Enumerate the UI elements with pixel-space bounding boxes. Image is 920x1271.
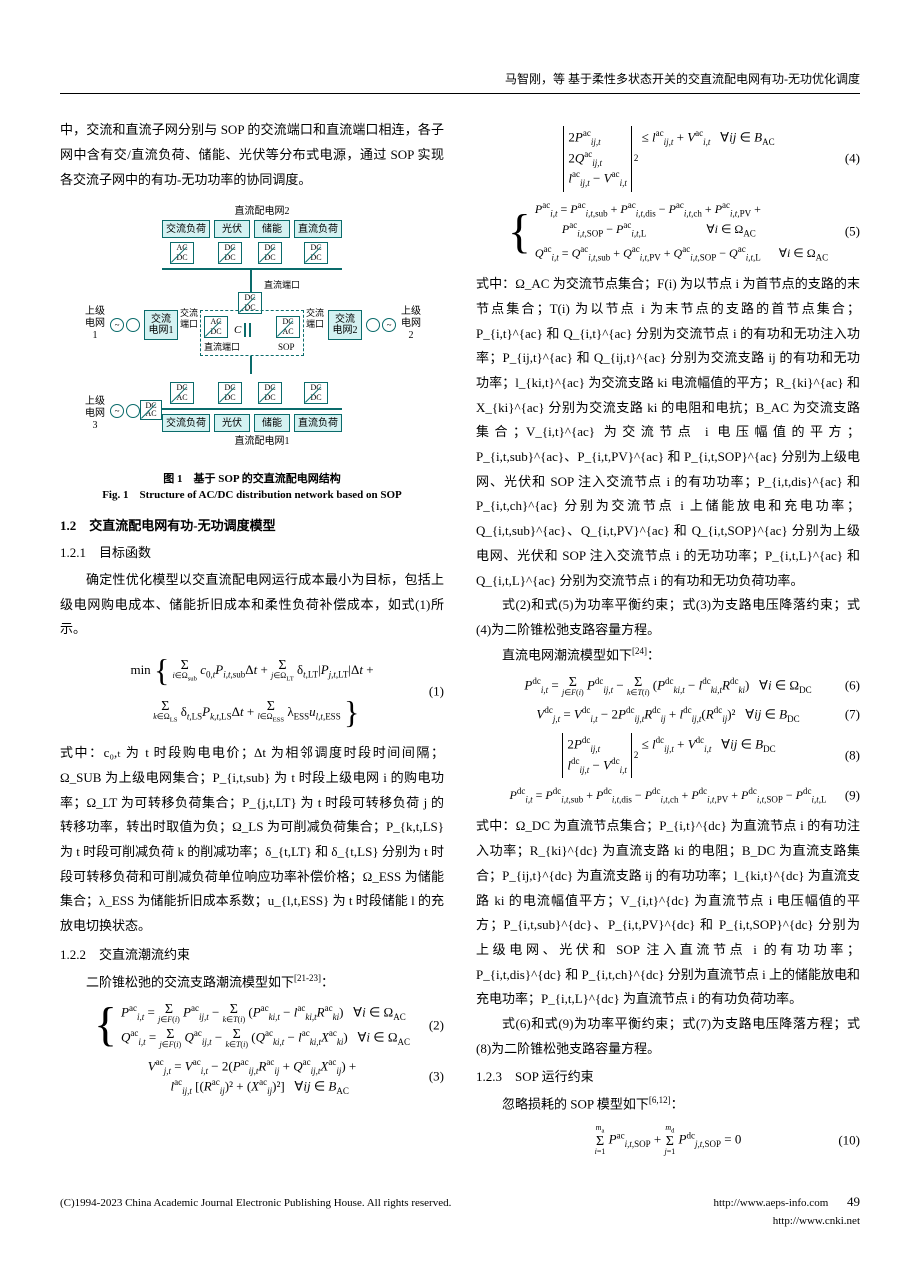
left-column: 中，交流和直流子网分别与 SOP 的交流端口和直流端口相连，各子网中含有交/直流… — [60, 118, 444, 1164]
sop-cap-bar-2 — [249, 323, 251, 337]
two-column-layout: 中，交流和直流子网分别与 SOP 的交流端口和直流端口相连，各子网中含有交/直流… — [60, 118, 860, 1164]
ref-24: [24] — [632, 646, 647, 656]
equation-2: { Paci,t = Σj∈F(i) Pacij,t − Σk∈T(i) (Pa… — [60, 1003, 444, 1049]
bus-top — [162, 268, 342, 270]
conv-bottom-feed: DCAC — [140, 400, 162, 420]
box-dc-load-top: 直流负荷 — [294, 220, 342, 238]
right-column: 2Pacij,t 2Qacij,t lacij,t − Vaci,t 2 ≤ l… — [476, 118, 860, 1164]
eq3-number: (3) — [429, 1069, 444, 1086]
drop-bottom — [250, 356, 252, 374]
eq5-number: (5) — [845, 224, 860, 241]
intro-paragraph: 中，交流和直流子网分别与 SOP 的交流端口和直流端口相连，各子网中含有交/直流… — [60, 118, 444, 192]
sop-acdc-l: ACDC — [204, 316, 228, 338]
gen-bottom-icon: ~ — [110, 404, 124, 418]
dashed-note: 直流端口 — [204, 342, 240, 353]
box-ess-top: 储能 — [254, 220, 290, 238]
box-dc-load-b: 直流负荷 — [294, 414, 342, 432]
conv-dcdc-3: DCDC — [304, 242, 328, 264]
ac-grid-2: 交流 电网2 — [328, 310, 362, 340]
para-after-eq9: 式中：Ω_DC 为直流节点集合；P_{i,t}^{dc} 为直流节点 i 的有功… — [476, 814, 860, 1012]
para-1-2-3: 忽略损耗的 SOP 模型如下[6,12]： — [476, 1092, 860, 1117]
ac-port-label-r: 交流 端口 — [306, 308, 324, 330]
para-eq25-summary: 式(2)和式(5)为功率平衡约束；式(3)为支路电压降落约束；式(4)为二阶锥松… — [476, 593, 860, 642]
gen-left-icon: ~ — [110, 318, 124, 332]
section-1-2-3: 1.2.3 SOP 运行约束 — [476, 1067, 860, 1088]
section-1-2-2: 1.2.2 交直流潮流约束 — [60, 945, 444, 966]
conv-b-2: DCDC — [218, 382, 242, 404]
header-rule — [60, 93, 860, 94]
equation-10: maΣi=1 Paci,t,SOP + mdΣj=1 Pdcj,t,SOP = … — [476, 1125, 860, 1156]
xfmr-right-icon — [366, 318, 380, 332]
fig1-caption-cn: 图 1 基于 SOP 的交直流配电网结构 — [82, 472, 422, 487]
eq9-number: (9) — [845, 788, 860, 805]
equation-3: Vacj,t = Vaci,t − 2(Pacij,tRacij + Qacij… — [60, 1057, 444, 1098]
para-1-2-1: 确定性优化模型以交直流配电网运行成本最小为目标，包括上级电网购电成本、储能折旧成… — [60, 568, 444, 642]
eq1-number: (1) — [429, 683, 444, 700]
equation-7: Vdcj,t = Vdci,t − 2Pdcij,tRdcij + ldcij,… — [476, 705, 860, 726]
footer-cnki: http://www.cnki.net — [773, 1215, 860, 1227]
top-group-label: 直流配电网2 — [202, 206, 322, 218]
figure-1-caption: 图 1 基于 SOP 的交直流配电网结构 Fig. 1 Structure of… — [82, 472, 422, 503]
equation-9: Pdci,t = Pdci,t,sub + Pdci,t,dis − Pdci,… — [476, 786, 860, 806]
ref-21-23: [21-23] — [294, 973, 321, 983]
figure-1-diagram: 直流配电网2 交流负荷 光伏 储能 直流负荷 ACDC DCDC DCDC — [82, 206, 422, 466]
ref-6-12: [6,12] — [649, 1095, 671, 1105]
side-left-label: 上级 电网 1 — [82, 306, 108, 342]
fig1-caption-en: Fig. 1 Structure of AC/DC distribution n… — [82, 488, 422, 503]
conv-b-1: DCAC — [170, 382, 194, 404]
conv-dcdc-2: DCDC — [258, 242, 282, 264]
side-right-label: 上级 电网 2 — [398, 306, 424, 342]
eq6-number: (6) — [845, 678, 860, 695]
sop-dcac-r: DCAC — [276, 316, 300, 338]
section-1-2-1: 1.2.1 目标函数 — [60, 543, 444, 564]
equation-4: 2Pacij,t 2Qacij,t lacij,t − Vaci,t 2 ≤ l… — [476, 126, 860, 192]
para-after-eq5: 式中：Ω_AC 为交流节点集合；F(i) 为以节点 i 为首节点的支路的末节点集… — [476, 272, 860, 593]
conv-b-3: DCDC — [258, 382, 282, 404]
box-ac-load-b: 交流负荷 — [162, 414, 210, 432]
drop-top — [250, 268, 252, 292]
para-eq69: 式(6)和式(9)为功率平衡约束；式(7)为支路电压降落方程；式(8)为二阶锥松… — [476, 1012, 860, 1061]
box-pv-top: 光伏 — [214, 220, 250, 238]
eq8-number: (8) — [845, 747, 860, 764]
para-1-2-2: 二阶锥松弛的交流支路潮流模型如下[21-23]： — [60, 970, 444, 995]
section-1-2: 1.2 交直流配电网有功-无功调度模型 — [60, 516, 444, 537]
eq7-number: (7) — [845, 706, 860, 723]
conv-acdc-1: ACDC — [170, 242, 194, 264]
side-bottom-label: 上级 电网 3 — [82, 396, 108, 432]
equation-6: Pdci,t = Σj∈F(i) Pdcij,t − Σk∈T(i) (Pdck… — [476, 676, 860, 697]
equation-5: { Paci,t = Paci,t,sub + Paci,t,dis − Pac… — [476, 200, 860, 264]
xfmr-bottom-icon — [126, 404, 140, 418]
equation-1: min { Σi∈Ωsub c0,tPi,t,subΔt + Σj∈ΩLT δt… — [60, 650, 444, 733]
ac-port-label-l: 交流 端口 — [180, 308, 198, 330]
figure-1: 直流配电网2 交流负荷 光伏 储能 直流负荷 ACDC DCDC DCDC — [60, 206, 444, 504]
ac-grid-1: 交流 电网1 — [144, 310, 178, 340]
dc-port-label: 直流端口 — [264, 280, 300, 291]
bottom-group-label: 直流配电网1 — [202, 436, 322, 448]
sop-label: SOP — [278, 342, 295, 353]
eq2-number: (2) — [429, 1017, 444, 1034]
copyright-text: (C)1994-2023 China Academic Journal Elec… — [60, 1195, 451, 1213]
footer-url: http://www.aeps-info.com — [713, 1197, 828, 1209]
footer: (C)1994-2023 China Academic Journal Elec… — [60, 1192, 860, 1230]
box-ac-load-top: 交流负荷 — [162, 220, 210, 238]
bus-bottom — [162, 408, 342, 410]
para-1-2-1b: 式中：c₀,ₜ 为 t 时段购电电价；Δt 为相邻调度时段时间间隔；Ω_SUB … — [60, 741, 444, 939]
running-head: 马智刚，等 基于柔性多状态开关的交直流配电网有功-无功优化调度 — [60, 70, 860, 89]
conv-dcdc-1: DCDC — [218, 242, 242, 264]
page-number: 49 — [847, 1194, 860, 1209]
eq10-number: (10) — [838, 1132, 860, 1149]
equation-8: 2Pdcij,t ldcij,t − Vdci,t 2 ≤ ldcij,t + … — [476, 733, 860, 778]
xfmr-left-icon — [126, 318, 140, 332]
conv-b-4: DCDC — [304, 382, 328, 404]
box-pv-b: 光伏 — [214, 414, 250, 432]
box-ess-b: 储能 — [254, 414, 290, 432]
eq4-number: (4) — [845, 151, 860, 168]
sop-cap-bar-1 — [244, 323, 246, 337]
para-dc-intro: 直流电网潮流模型如下[24]： — [476, 643, 860, 668]
sop-c: C — [234, 324, 241, 337]
gen-right-icon: ~ — [382, 318, 396, 332]
